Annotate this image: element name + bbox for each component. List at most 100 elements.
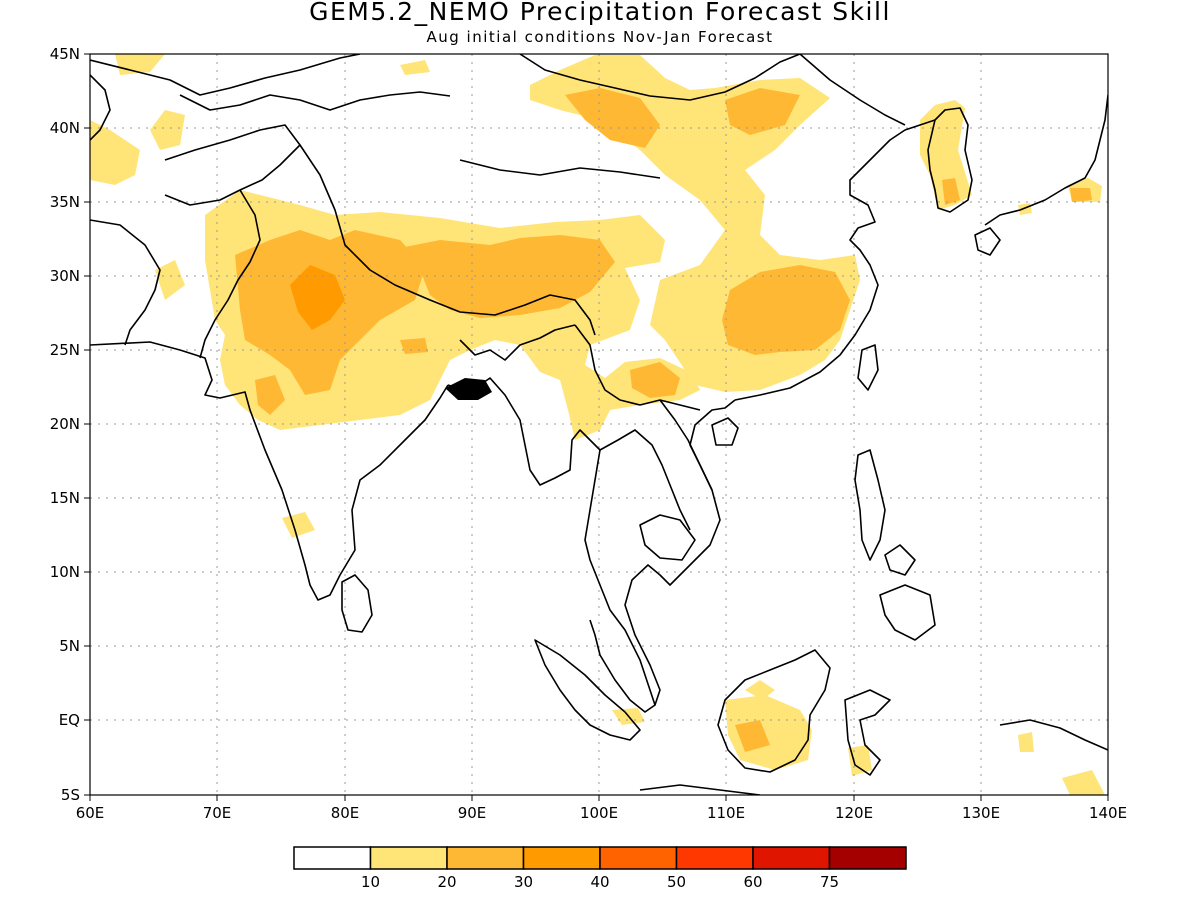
coast-indochina [584,449,656,713]
lon-label: 130E [962,804,1000,822]
colorbar-swatch [369,846,448,870]
lat-label: 10N [50,563,80,581]
skill-region-newguinea-2 [1062,770,1105,795]
border-india-ne [459,324,576,361]
border-north-1 [90,54,361,96]
skill-region-south-china [722,265,850,355]
colorbar-swatch [293,846,372,870]
lat-label: 5N [59,637,80,655]
chart-title: GEM5.2_NEMO Precipitation Forecast Skill [309,0,891,26]
border-himalaya [299,144,596,336]
colorbar-swatch [599,846,678,870]
coast-china [734,119,936,401]
border-thai-laos [599,429,691,531]
coast-bangladesh-burma [447,377,601,486]
lon-label: 90E [458,804,487,822]
lat-label: 35N [50,193,80,211]
skill-region-west-2 [150,110,185,150]
lon-label: 100E [580,804,618,822]
lat-label: EQ [59,711,80,729]
coast-borneo [717,649,831,773]
border-inner-china [459,159,661,179]
lat-label: 45N [50,45,80,63]
lon-label: 120E [835,804,873,822]
colorbar-label: 40 [590,873,609,891]
colorbar-swatch [522,846,601,870]
lat-label: 30N [50,267,80,285]
skill-shading [90,54,1105,795]
coast-gulf-thailand [624,399,736,706]
colorbar-label: 20 [437,873,456,891]
coast-korea [927,107,973,213]
lat-label: 20N [50,415,80,433]
skill-region-max [290,265,345,330]
tick-marks [84,53,1109,801]
lat-label: 15N [50,489,80,507]
chart-subtitle: Aug initial conditions Nov-Jan Forecast [426,28,774,46]
lon-label: 110E [707,804,745,822]
skill-region-mongolia-1 [565,88,660,148]
skill-region-gujarat [255,375,285,415]
colorbar-labels: 10 20 30 40 50 60 75 [361,873,839,891]
skill-region-newguinea-1 [1018,732,1034,752]
lon-label: 80E [331,804,360,822]
coast-sulawesi [844,689,891,776]
skill-region-west-1 [90,120,140,185]
coast-luzon [854,449,886,561]
coast-java [639,784,761,795]
border-iran [90,219,161,346]
border-kazakh [179,91,451,111]
colorbar-swatch [828,846,907,870]
border-northeast [799,54,906,126]
colorbar [293,846,907,870]
skill-region-borneo-3 [735,720,770,752]
coast-visayas [884,544,916,576]
coast-new-guinea [999,719,1108,751]
skill-region-sulawesi [848,745,872,776]
coast-japan-kyushu [974,227,1001,256]
lat-label: 25N [50,341,80,359]
colorbar-swatch [446,846,525,870]
skill-region-bengal [400,338,428,354]
border-pakistan [199,189,261,359]
border-north-2 [519,54,801,101]
latitude-labels: 45N 40N 35N 30N 25N 20N 15N 10N 5N EQ 5S [50,45,80,804]
colorbar-swatch [675,846,754,870]
skill-region-shikoku [1018,203,1032,215]
lon-label: 140E [1089,804,1127,822]
colorbar-label: 60 [743,873,762,891]
colorbar-label: 10 [361,873,380,891]
border-vietnam [659,399,713,491]
longitude-labels: 60E 70E 80E 90E 100E 110E 120E 130E 140E [76,804,1127,822]
colorbar-label: 50 [667,873,686,891]
skill-region-japan-s [1070,188,1092,202]
border-burma-china [574,324,701,411]
colorbar-swatch [752,846,831,870]
coast-hainan [711,417,739,446]
lat-label: 5S [61,786,80,804]
skill-region-korea-s [942,178,960,205]
border-afghanistan [164,124,301,206]
coast-south-asia [90,341,449,601]
skill-region-borneo-2 [745,680,775,700]
lon-label: 70E [203,804,232,822]
skill-region-mongolia-2 [725,88,800,135]
skill-region-west-4 [155,260,185,300]
skill-region-north-1 [400,60,430,75]
skill-region-india-south [282,512,315,538]
coast-sumatra [534,639,641,741]
lat-label: 40N [50,119,80,137]
lon-label: 60E [76,804,105,822]
border-caspian [90,74,111,141]
skill-region-indochina [630,362,680,398]
coast-japan [984,94,1108,226]
delta-landmass [445,378,492,400]
border-cambodia [639,514,696,561]
colorbar-label: 30 [514,873,533,891]
coastlines [90,54,1108,795]
colorbar-label: 75 [820,873,839,891]
coast-sri-lanka [341,574,373,633]
coast-taiwan [857,344,879,391]
coast-mindanao [879,584,936,641]
